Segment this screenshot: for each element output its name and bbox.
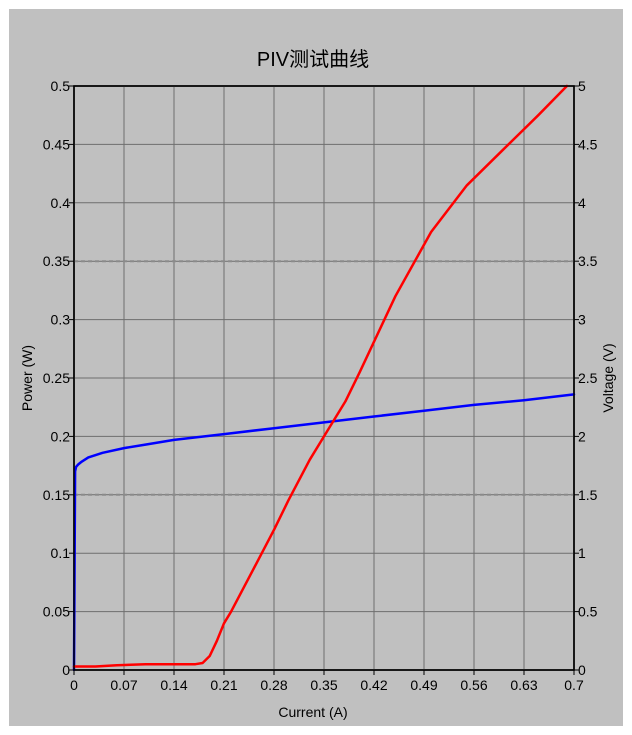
- x-axis-ticks: 0 0.07 0.14 0.21 0.28 0.35 0.42 0.49 0.56 0.63 0.7: [70, 670, 584, 693]
- y-right-axis-label: Voltage (V): [600, 343, 616, 412]
- y-left-tick-label: 0.15: [43, 487, 70, 503]
- y-right-tick-label: 5: [578, 78, 586, 94]
- y-left-axis-label: Power (W): [19, 345, 35, 411]
- x-tick-label: 0.14: [160, 677, 187, 693]
- y-right-tick-label: 1.5: [578, 487, 598, 503]
- x-axis-label: Current (A): [278, 704, 347, 720]
- x-tick-label: 0.28: [260, 677, 287, 693]
- y-left-tick-label: 0: [62, 662, 70, 678]
- y-right-tick-label: 4: [578, 195, 586, 211]
- y-left-tick-label: 0.5: [51, 78, 71, 94]
- x-tick-label: 0.63: [510, 677, 537, 693]
- y-left-axis-ticks: 0 0.05 0.1 0.15 0.2 0.25 0.3 0.35 0.4 0.45 0.5: [43, 78, 74, 678]
- piv-chart: PIV测试曲线 0 0.07 0.14 0.21 0.28 0.35 0.42 0.49 0.5…: [19, 48, 616, 720]
- y-left-tick-label: 0.45: [43, 136, 70, 152]
- y-left-tick-label: 0.1: [51, 545, 71, 561]
- chart-panel: PIV测试曲线 0 0.07 0.14 0.21 0.28 0.35 0.42 0.49 0.5…: [9, 9, 623, 726]
- y-left-tick-label: 0.25: [43, 370, 70, 386]
- y-right-tick-label: 3: [578, 312, 586, 328]
- y-left-tick-label: 0.2: [51, 428, 71, 444]
- power-series-line: [72, 84, 569, 668]
- y-right-axis-ticks: 0 0.5 1 1.5 2 2.5 3 3.5 4 4.5 5: [574, 78, 598, 678]
- x-tick-label: 0.7: [564, 677, 584, 693]
- voltage-series-line: [72, 393, 576, 672]
- y-left-tick-label: 0.35: [43, 253, 70, 269]
- x-tick-label: 0.56: [460, 677, 487, 693]
- reference-lines: [74, 260, 574, 496]
- grid-lines: [74, 86, 574, 670]
- y-right-tick-label: 0.5: [578, 604, 598, 620]
- x-tick-label: 0: [70, 677, 78, 693]
- y-left-tick-label: 0.05: [43, 604, 70, 620]
- x-tick-label: 0.49: [410, 677, 437, 693]
- y-right-tick-label: 1: [578, 545, 586, 561]
- x-tick-label: 0.35: [310, 677, 337, 693]
- y-right-tick-label: 4.5: [578, 136, 598, 152]
- y-right-tick-label: 2: [578, 428, 586, 444]
- chart-title: PIV测试曲线: [257, 48, 369, 71]
- x-tick-label: 0.21: [210, 677, 237, 693]
- series-layer: [72, 84, 576, 672]
- y-right-tick-label: 0: [578, 662, 586, 678]
- y-right-tick-label: 3.5: [578, 253, 598, 269]
- y-left-tick-label: 0.3: [51, 312, 71, 328]
- x-tick-label: 0.42: [360, 677, 387, 693]
- y-left-tick-label: 0.4: [51, 195, 71, 211]
- x-tick-label: 0.07: [110, 677, 137, 693]
- y-right-tick-label: 2.5: [578, 370, 598, 386]
